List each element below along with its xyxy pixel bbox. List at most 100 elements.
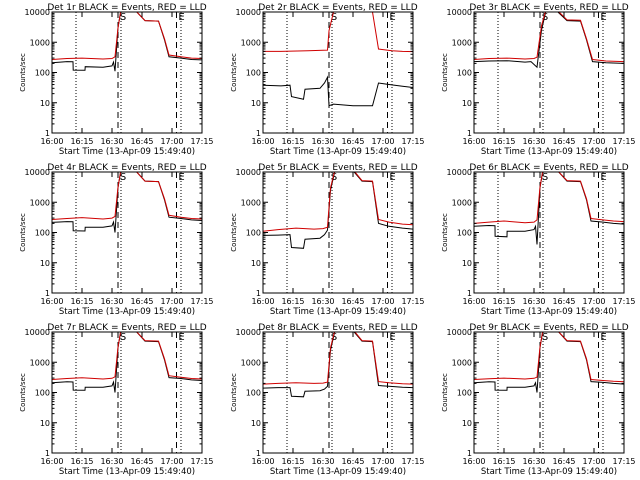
x-tick-label: 17:15 bbox=[612, 457, 635, 466]
x-axis-label: Start Time (13-Apr-09 15:49:40) bbox=[270, 147, 406, 157]
y-tick-label: 1 bbox=[467, 289, 472, 298]
x-axis-label: Start Time (13-Apr-09 15:49:40) bbox=[481, 147, 617, 157]
x-tick-label: 17:00 bbox=[582, 457, 605, 466]
y-axis-label: Counts/sec bbox=[441, 213, 449, 252]
series-lld-line bbox=[263, 332, 413, 385]
panel-title: Det 9r BLACK = Events, RED = LLD bbox=[469, 323, 628, 333]
marker-label-S: S bbox=[120, 172, 126, 183]
x-tick-label: 16:45 bbox=[341, 297, 364, 306]
marker-label-E: E bbox=[600, 332, 606, 343]
plot-frame bbox=[473, 331, 625, 454]
panel-title: Det 6r BLACK = Events, RED = LLD bbox=[469, 163, 628, 173]
panel-title: Det 2r BLACK = Events, RED = LLD bbox=[258, 3, 417, 13]
series-lld-line bbox=[52, 12, 202, 60]
x-tick-label: 16:15 bbox=[70, 137, 93, 146]
x-tick-label: 16:15 bbox=[281, 297, 304, 306]
x-tick-label: 16:15 bbox=[492, 297, 515, 306]
marker-label-S: S bbox=[120, 12, 126, 23]
x-tick-label: 16:00 bbox=[251, 457, 274, 466]
panel-title: Det 8r BLACK = Events, RED = LLD bbox=[258, 323, 417, 333]
x-tick-label: 16:45 bbox=[341, 137, 364, 146]
x-tick-label: 16:45 bbox=[552, 137, 575, 146]
series-lld-line bbox=[263, 12, 413, 53]
x-tick-label: 16:30 bbox=[522, 137, 545, 146]
marker-label-S: S bbox=[542, 172, 548, 183]
x-tick-label: 16:45 bbox=[552, 297, 575, 306]
x-tick-label: 16:00 bbox=[40, 457, 63, 466]
y-axis-label: Counts/sec bbox=[19, 373, 27, 412]
x-tick-label: 17:15 bbox=[401, 297, 424, 306]
x-tick-label: 16:45 bbox=[130, 137, 153, 146]
y-axis-label: Counts/sec bbox=[19, 213, 27, 252]
plot-frame bbox=[473, 171, 625, 294]
x-tick-label: 17:15 bbox=[190, 457, 213, 466]
x-tick-label: 16:15 bbox=[281, 137, 304, 146]
marker-label-S: S bbox=[331, 172, 337, 183]
x-tick-label: 16:00 bbox=[40, 297, 63, 306]
series-events-line bbox=[263, 75, 413, 107]
series-events-line bbox=[474, 172, 624, 245]
marker-label-E: E bbox=[600, 172, 606, 183]
y-tick-label: 1000 bbox=[452, 38, 472, 47]
y-axis-label: Counts/sec bbox=[441, 53, 449, 92]
y-tick-label: 1 bbox=[467, 129, 472, 138]
plot-frame bbox=[51, 171, 203, 294]
y-tick-label: 10000 bbox=[447, 168, 472, 177]
y-tick-label: 10 bbox=[251, 259, 261, 268]
y-tick-label: 1 bbox=[256, 449, 261, 458]
x-tick-label: 16:45 bbox=[552, 457, 575, 466]
marker-label-E: E bbox=[389, 12, 395, 23]
x-tick-label: 16:30 bbox=[100, 137, 123, 146]
x-axis-label: Start Time (13-Apr-09 15:49:40) bbox=[481, 307, 617, 317]
plot-frame bbox=[262, 171, 414, 294]
marker-label-E: E bbox=[389, 332, 395, 343]
x-tick-label: 16:00 bbox=[251, 297, 274, 306]
y-tick-label: 100 bbox=[246, 229, 261, 238]
x-tick-label: 16:00 bbox=[40, 137, 63, 146]
marker-label-E: E bbox=[178, 332, 184, 343]
marker-label-E: E bbox=[600, 12, 606, 23]
marker-label-S: S bbox=[542, 12, 548, 23]
y-axis-label: Counts/sec bbox=[230, 213, 238, 252]
plot-frame bbox=[473, 11, 625, 134]
plot-frame bbox=[51, 11, 203, 134]
series-lld-line bbox=[52, 332, 202, 380]
x-tick-label: 17:00 bbox=[160, 297, 183, 306]
y-tick-label: 1 bbox=[256, 129, 261, 138]
y-tick-label: 10000 bbox=[447, 328, 472, 337]
x-tick-label: 17:00 bbox=[371, 457, 394, 466]
y-tick-label: 1 bbox=[45, 289, 50, 298]
y-tick-label: 10 bbox=[462, 259, 472, 268]
x-axis-label: Start Time (13-Apr-09 15:49:40) bbox=[270, 307, 406, 317]
y-tick-label: 10000 bbox=[25, 168, 50, 177]
y-tick-label: 10 bbox=[40, 259, 50, 268]
panel-title: Det 4r BLACK = Events, RED = LLD bbox=[47, 163, 206, 173]
x-axis-label: Start Time (13-Apr-09 15:49:40) bbox=[59, 467, 195, 477]
y-tick-label: 1000 bbox=[30, 198, 50, 207]
y-tick-label: 1000 bbox=[452, 198, 472, 207]
y-axis-label: Counts/sec bbox=[441, 373, 449, 412]
x-axis-label: Start Time (13-Apr-09 15:49:40) bbox=[59, 307, 195, 317]
series-lld-line bbox=[474, 12, 624, 63]
panel-title: Det 5r BLACK = Events, RED = LLD bbox=[258, 163, 417, 173]
x-axis-label: Start Time (13-Apr-09 15:49:40) bbox=[59, 147, 195, 157]
x-tick-label: 16:45 bbox=[341, 457, 364, 466]
marker-label-E: E bbox=[178, 12, 184, 23]
x-tick-label: 16:30 bbox=[100, 457, 123, 466]
y-tick-label: 100 bbox=[457, 389, 472, 398]
y-tick-label: 100 bbox=[246, 389, 261, 398]
x-tick-label: 16:00 bbox=[462, 297, 485, 306]
x-tick-label: 16:00 bbox=[462, 137, 485, 146]
x-tick-label: 16:30 bbox=[311, 137, 334, 146]
y-tick-label: 1000 bbox=[241, 38, 261, 47]
y-tick-label: 1000 bbox=[241, 358, 261, 367]
x-tick-label: 17:00 bbox=[582, 137, 605, 146]
series-lld-line bbox=[52, 172, 202, 220]
